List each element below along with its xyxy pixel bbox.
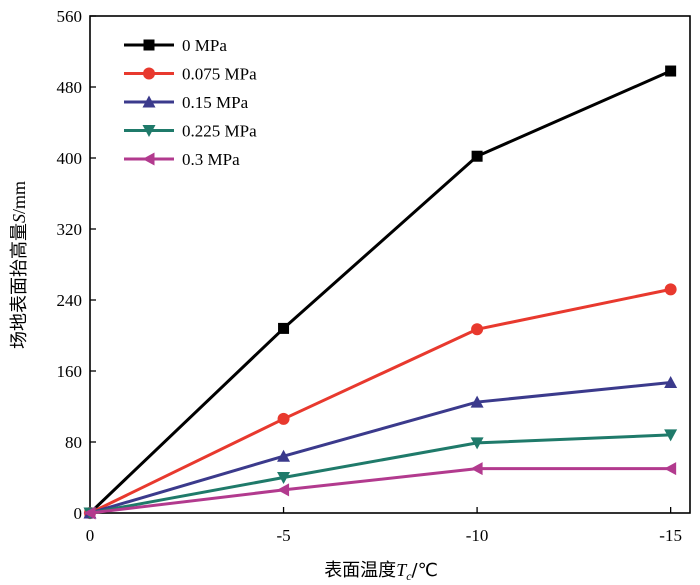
- data-point: [277, 412, 290, 425]
- series-4: [83, 462, 677, 520]
- data-point: [277, 449, 291, 462]
- y-axis-title-unit: /mm: [9, 181, 29, 214]
- legend-entry: 0.15 MPa: [124, 93, 249, 112]
- data-point: [470, 395, 484, 408]
- legend-marker: [143, 67, 155, 80]
- data-point: [664, 376, 678, 389]
- x-axis-title-var: T: [396, 560, 408, 580]
- y-tick-label: 240: [57, 291, 83, 310]
- x-axis-title-sub: c: [406, 569, 412, 583]
- plot-axes: 0 80 160 240 320 400 480 560 0 -5 -10 -15: [57, 7, 691, 545]
- data-point: [277, 483, 290, 497]
- x-tick-label: -5: [276, 526, 290, 545]
- data-point: [471, 150, 483, 162]
- y-axis-title-text: 场地表面抬高量: [9, 223, 30, 349]
- legend-label: 0.3 MPa: [182, 150, 240, 169]
- data-point: [470, 462, 483, 476]
- legend-marker: [142, 152, 155, 166]
- legend-label: 0.15 MPa: [182, 93, 249, 112]
- y-tick-label: 400: [57, 149, 83, 168]
- legend-entry: 0.075 MPa: [124, 65, 257, 84]
- x-axis-title-unit: /℃: [412, 560, 438, 581]
- data-point: [471, 323, 484, 336]
- y-tick-label: 560: [57, 7, 83, 26]
- series-1: [84, 283, 677, 519]
- legend-label: 0.075 MPa: [182, 65, 257, 84]
- plot-frame: [89, 15, 691, 514]
- y-tick-label: 80: [65, 433, 82, 452]
- x-tick-label: -15: [659, 526, 682, 545]
- series-layer: [83, 65, 678, 520]
- series-line: [89, 287, 671, 515]
- y-tick-label: 160: [57, 362, 83, 381]
- y-tick-label: 480: [57, 78, 83, 97]
- series-line: [89, 381, 671, 515]
- x-axis-title: 表面温度Tc/℃: [324, 560, 438, 583]
- data-point: [665, 65, 677, 77]
- legend-entry: 0 MPa: [124, 36, 227, 55]
- series-line: [88, 69, 672, 515]
- legend-label: 0.225 MPa: [182, 122, 257, 141]
- x-tick-label: -10: [466, 526, 489, 545]
- data-point: [664, 462, 677, 476]
- series-0: [84, 65, 677, 519]
- data-point: [278, 322, 290, 334]
- legend-label: 0 MPa: [182, 36, 227, 55]
- data-point: [83, 506, 96, 520]
- x-tick-label: 0: [86, 526, 95, 545]
- legend: 0 MPa 0.075 MPa 0.15 MPa 0.225 MPa 0.3 MPa: [124, 36, 257, 169]
- legend-marker: [142, 95, 156, 108]
- legend-entry: 0.225 MPa: [124, 122, 257, 141]
- data-point: [664, 283, 677, 296]
- series-line: [89, 433, 671, 515]
- data-point: [664, 429, 678, 442]
- y-axis-title: 场地表面抬高量S/mm: [9, 181, 30, 349]
- legend-marker: [143, 39, 155, 51]
- x-axis-title-text: 表面温度: [324, 560, 396, 581]
- data-point: [277, 472, 291, 484]
- data-point: [470, 437, 484, 450]
- series-line: [89, 467, 671, 515]
- legend-marker: [142, 125, 156, 137]
- y-tick-label: 320: [57, 220, 83, 239]
- y-tick-label: 0: [74, 504, 83, 523]
- legend-entry: 0.3 MPa: [124, 150, 240, 169]
- y-axis-title-var: S: [9, 214, 29, 223]
